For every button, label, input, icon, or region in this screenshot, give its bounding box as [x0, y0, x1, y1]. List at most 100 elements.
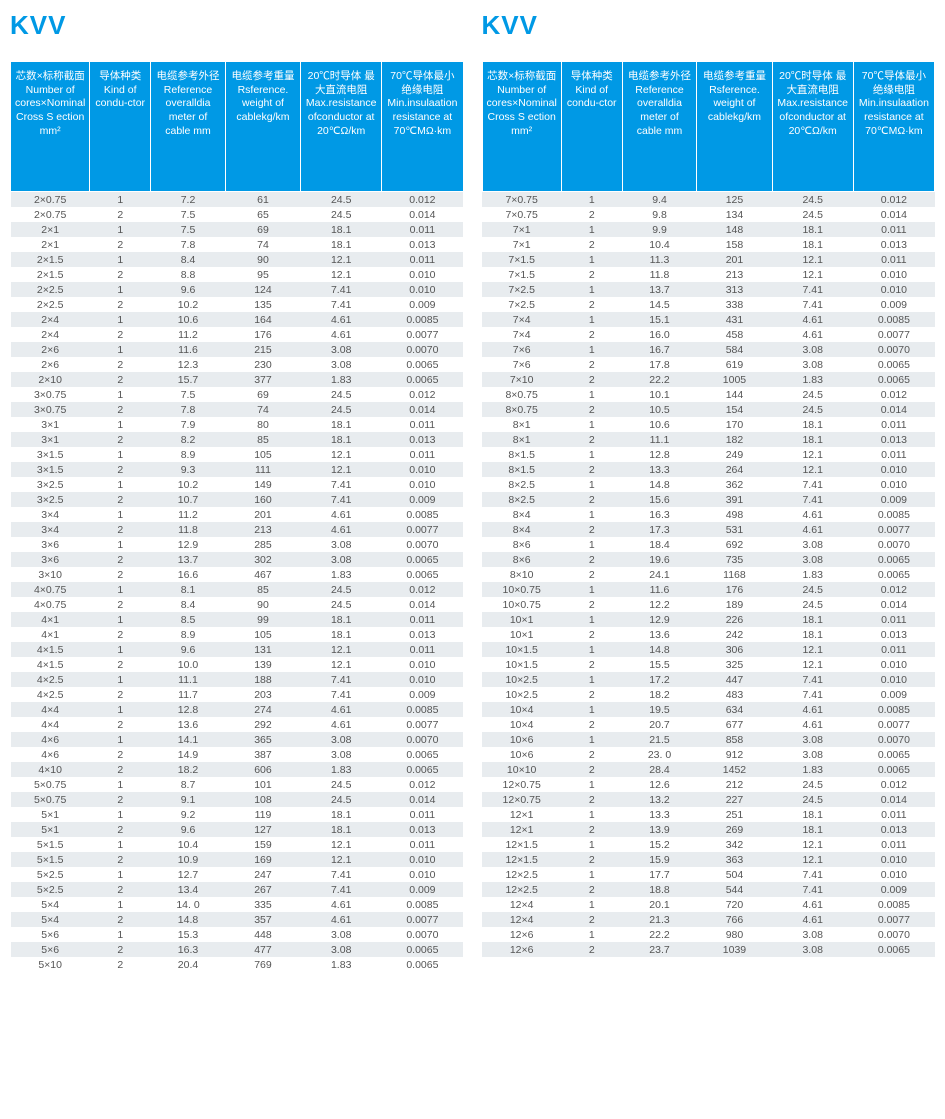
table-cell: 338 — [697, 297, 772, 312]
table-cell: 11.1 — [622, 432, 697, 447]
table-cell: 335 — [225, 897, 300, 912]
table-cell: 0.0065 — [853, 747, 934, 762]
table-row: 10×10228.414521.830.0065 — [482, 762, 935, 777]
table-cell: 7×2.5 — [482, 297, 561, 312]
table-cell: 5×1 — [11, 822, 90, 837]
table-cell: 5×6 — [11, 927, 90, 942]
table-cell: 2 — [90, 522, 151, 537]
header-cell: 导体种类Kind of condu-ctor — [90, 62, 151, 192]
table-cell: 0.0070 — [853, 342, 934, 357]
table-cell: 227 — [697, 792, 772, 807]
table-cell: 18.1 — [301, 627, 382, 642]
table-cell: 24.5 — [772, 192, 853, 208]
table-cell: 0.012 — [853, 387, 934, 402]
table-row: 5×1.5110.415912.10.011 — [11, 837, 464, 852]
table-cell: 3.08 — [772, 942, 853, 957]
table-cell: 1 — [561, 897, 622, 912]
table-row: 5×0.7518.710124.50.012 — [11, 777, 464, 792]
table-row: 5×2.5213.42677.410.009 — [11, 882, 464, 897]
table-row: 5×1.5210.916912.10.010 — [11, 852, 464, 867]
table-cell: 4×0.75 — [11, 597, 90, 612]
table-cell: 7×0.75 — [482, 192, 561, 208]
table-cell: 17.2 — [622, 672, 697, 687]
header-cell: 70℃导体最小绝缘电阻Min.insulaation resistance at… — [382, 62, 463, 192]
table-cell: 10.9 — [151, 852, 226, 867]
table-cell: 2×4 — [11, 327, 90, 342]
table-row: 8×4217.35314.610.0077 — [482, 522, 935, 537]
table-cell: 18.1 — [772, 612, 853, 627]
table-cell: 15.3 — [151, 927, 226, 942]
table-cell: 2 — [561, 942, 622, 957]
table-cell: 18.1 — [772, 222, 853, 237]
table-cell: 7×2.5 — [482, 282, 561, 297]
table-cell: 12.1 — [301, 462, 382, 477]
header-cell: 电缆参考重量Rsference. weight of cablekg/km — [225, 62, 300, 192]
table-cell: 4×10 — [11, 762, 90, 777]
table-cell: 13.6 — [622, 627, 697, 642]
table-cell: 3.08 — [301, 732, 382, 747]
table-cell: 1 — [90, 222, 151, 237]
table-row: 8×1.5112.824912.10.011 — [482, 447, 935, 462]
table-cell: 24.5 — [772, 597, 853, 612]
table-cell: 7.41 — [772, 492, 853, 507]
table-cell: 9.6 — [151, 822, 226, 837]
table-row: 7×2.5214.53387.410.009 — [482, 297, 935, 312]
table-row: 8×6118.46923.080.0070 — [482, 537, 935, 552]
table-cell: 0.011 — [382, 447, 463, 462]
table-cell: 7×1.5 — [482, 267, 561, 282]
table-cell: 7.2 — [151, 192, 226, 208]
table-cell: 17.7 — [622, 867, 697, 882]
table-row: 2×4110.61644.610.0085 — [11, 312, 464, 327]
table-cell: 12×0.75 — [482, 777, 561, 792]
table-cell: 677 — [697, 717, 772, 732]
table-cell: 13.9 — [622, 822, 697, 837]
table-row: 5×119.211918.10.011 — [11, 807, 464, 822]
table-cell: 606 — [225, 762, 300, 777]
table-cell: 1 — [561, 252, 622, 267]
table-cell: 3×1.5 — [11, 447, 90, 462]
table-row: 8×1211.118218.10.013 — [482, 432, 935, 447]
table-row: 10×2.5218.24837.410.009 — [482, 687, 935, 702]
table-cell: 4×0.75 — [11, 582, 90, 597]
table-cell: 4.61 — [772, 327, 853, 342]
table-cell: 0.011 — [853, 807, 934, 822]
table-cell: 15.6 — [622, 492, 697, 507]
table-cell: 387 — [225, 747, 300, 762]
table-cell: 483 — [697, 687, 772, 702]
table-cell: 12.1 — [772, 642, 853, 657]
table-cell: 13.3 — [622, 807, 697, 822]
table-cell: 169 — [225, 852, 300, 867]
table-cell: 5×2.5 — [11, 867, 90, 882]
table-cell: 0.014 — [382, 792, 463, 807]
table-cell: 8×1.5 — [482, 447, 561, 462]
table-cell: 858 — [697, 732, 772, 747]
table-cell: 1 — [561, 732, 622, 747]
table-cell: 7.41 — [301, 297, 382, 312]
table-cell: 0.011 — [382, 252, 463, 267]
table-cell: 2 — [90, 357, 151, 372]
table-cell: 0.0065 — [853, 567, 934, 582]
table-cell: 0.0065 — [853, 552, 934, 567]
table-cell: 12.8 — [622, 447, 697, 462]
table-cell: 16.3 — [151, 942, 226, 957]
table-cell: 13.7 — [151, 552, 226, 567]
table-cell: 124 — [225, 282, 300, 297]
table-row: 7×0.7519.412524.50.012 — [482, 192, 935, 208]
table-cell: 12.9 — [151, 537, 226, 552]
header-cell: 电缆参考外径Reference overalldia meter of cabl… — [151, 62, 226, 192]
table-cell: 0.011 — [382, 222, 463, 237]
table-cell: 105 — [225, 447, 300, 462]
table-cell: 5×10 — [11, 957, 90, 972]
table-row: 12×2.5117.75047.410.010 — [482, 867, 935, 882]
table-cell: 0.011 — [853, 417, 934, 432]
table-cell: 0.0077 — [382, 717, 463, 732]
table-cell: 4×2.5 — [11, 687, 90, 702]
table-cell: 0.009 — [853, 687, 934, 702]
table-cell: 13.3 — [622, 462, 697, 477]
table-cell: 24.1 — [622, 567, 697, 582]
table-cell: 12.6 — [622, 777, 697, 792]
table-row: 12×0.75213.222724.50.014 — [482, 792, 935, 807]
table-cell: 8.5 — [151, 612, 226, 627]
table-cell: 0.0085 — [382, 702, 463, 717]
table-cell: 14.8 — [151, 912, 226, 927]
